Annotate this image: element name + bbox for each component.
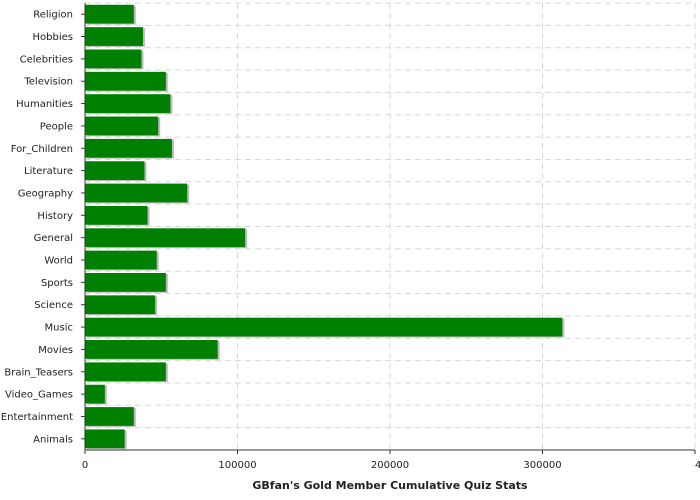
bar-entertainment	[85, 407, 134, 426]
category-label: Religion	[33, 10, 73, 21]
category-label: Television	[23, 77, 73, 88]
category-labels: Religion Hobbies Celebrities Television Huma…	[1, 10, 85, 445]
category-label: Hobbies	[33, 32, 73, 43]
category-label: Music	[45, 323, 73, 334]
bar-science	[85, 295, 156, 315]
category-label: History	[37, 211, 73, 222]
category-label: Brain_Teasers	[4, 367, 73, 378]
bar-literature	[85, 161, 145, 181]
category-label: Sports	[41, 278, 73, 289]
x-tick-label: 400000	[695, 460, 700, 471]
category-label: World	[44, 256, 73, 267]
grid-lines	[85, 2, 696, 451]
bar-animals	[85, 429, 125, 449]
category-label: Entertainment	[1, 412, 73, 423]
category-label: Movies	[38, 345, 73, 356]
bar-religion	[85, 4, 134, 24]
bar-people	[85, 116, 159, 136]
category-label: Literature	[24, 166, 73, 177]
bar-music	[85, 317, 563, 337]
x-tick-label: 200000	[371, 460, 409, 471]
bar-video-games	[85, 384, 105, 404]
bar-hobbies	[85, 27, 143, 46]
bar-world	[85, 250, 157, 270]
bar-general	[85, 228, 246, 248]
category-label: Humanities	[16, 99, 73, 110]
bar-for-children	[85, 138, 172, 158]
category-label: Animals	[33, 434, 73, 445]
x-tick-label: 300000	[523, 460, 561, 471]
bar-celebrities	[85, 49, 142, 69]
bar-brain-teasers	[85, 362, 166, 382]
bar-history	[85, 205, 148, 225]
category-label: People	[40, 121, 73, 132]
category-label: Geography	[18, 188, 73, 199]
x-tick-label: 100000	[218, 460, 256, 471]
x-tick-label: 0	[82, 460, 88, 471]
bar-sports	[85, 272, 166, 292]
bar-geography	[85, 183, 188, 203]
category-label: Video_Games	[5, 390, 73, 401]
category-label: General	[34, 233, 73, 244]
x-tick-labels: 0 100000 200000 300000 400000	[82, 450, 700, 471]
category-label: Celebrities	[20, 54, 73, 65]
bar-television	[85, 71, 166, 91]
bar-movies	[85, 340, 218, 359]
x-axis-title: GBfan's Gold Member Cumulative Quiz Stat…	[252, 479, 528, 492]
bars	[85, 4, 565, 450]
category-label: Science	[34, 300, 73, 311]
bar-humanities	[85, 94, 171, 113]
category-label: For_Children	[11, 144, 73, 155]
